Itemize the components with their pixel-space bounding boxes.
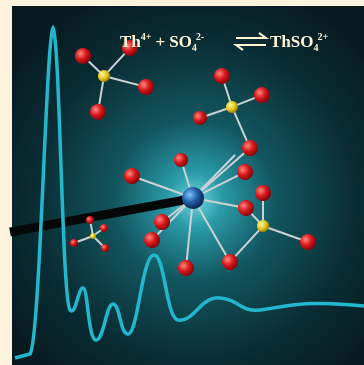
reactant2-charge: 2- [196, 32, 204, 43]
reactant2: SO [169, 32, 192, 51]
thorium-atom [182, 187, 204, 209]
equation-left: Th4+ +SO42- [120, 32, 204, 54]
reactant2-sub: 4 [192, 43, 197, 54]
plus: + [156, 32, 166, 51]
product-charge: 2+ [317, 32, 328, 43]
reactant1: Th [120, 32, 141, 51]
page: Th4++SO42- ThSO42+ (() => { const data =… [0, 0, 364, 365]
background [12, 6, 364, 365]
product: ThSO [270, 32, 313, 51]
illustration: Th4++SO42- ThSO42+ [0, 0, 364, 365]
product-sub: 4 [313, 43, 318, 54]
reactant1-charge: 4+ [141, 32, 152, 43]
